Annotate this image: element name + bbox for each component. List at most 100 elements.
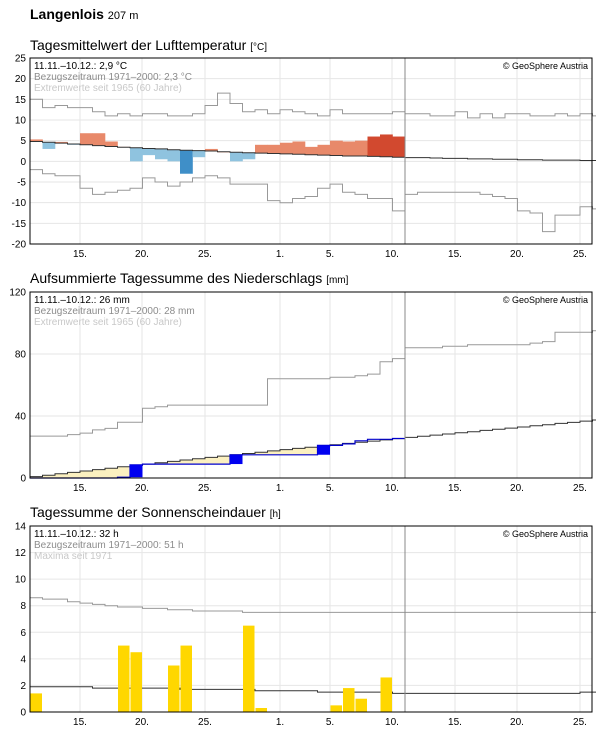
chart-panel-1 bbox=[29, 57, 596, 245]
precipitation-deficit-area bbox=[267, 450, 281, 455]
sunshine-max-line bbox=[30, 597, 596, 613]
sunshine-chart-title: Tagessumme der Sonnenscheindauer [h] bbox=[30, 504, 281, 520]
x-tick-label: 20. bbox=[510, 483, 524, 494]
temperature-min-line bbox=[30, 169, 596, 233]
x-tick-label: 20. bbox=[510, 717, 524, 728]
x-tick-label: 25. bbox=[573, 483, 587, 494]
temperature-chart-title: Tagesmittelwert der Lufttemperatur [°C] bbox=[30, 37, 267, 53]
x-tick-label: 15. bbox=[448, 249, 462, 260]
temperature-anomaly-bar bbox=[380, 134, 393, 157]
temperature-anomaly-bar bbox=[292, 141, 306, 155]
y-tick-label: 5 bbox=[20, 136, 26, 147]
x-tick-label: 25. bbox=[573, 717, 587, 728]
temperature-anomaly-bar bbox=[105, 141, 118, 147]
precipitation-deficit-area bbox=[180, 460, 193, 465]
y-tick-label: 20 bbox=[15, 74, 27, 85]
plot-frame bbox=[29, 57, 593, 245]
chart-info-line: 11.11.–10.12.: 2,9 °C bbox=[34, 61, 127, 72]
precipitation-deficit-area bbox=[55, 473, 68, 478]
precipitation-title-unit: [mm] bbox=[326, 275, 349, 286]
x-tick-label: 5. bbox=[326, 483, 334, 494]
temperature-anomaly-bar bbox=[142, 148, 156, 156]
y-tick-label: 80 bbox=[15, 350, 27, 361]
x-tick-label: 25. bbox=[198, 717, 212, 728]
temperature-anomaly-bar bbox=[55, 141, 68, 144]
sunshine-bar bbox=[380, 677, 392, 712]
plot-frame bbox=[29, 291, 593, 479]
sunshine-title-text: Tagessumme der Sonnenscheindauer bbox=[30, 504, 266, 520]
x-tick-label: 10. bbox=[385, 249, 399, 260]
sunshine-bar bbox=[255, 708, 267, 712]
sunshine-bar bbox=[130, 652, 142, 712]
precipitation-deficit-area bbox=[292, 448, 306, 455]
chart-info-line: Maxima seit 1971 bbox=[34, 551, 113, 562]
y-tick-label: -5 bbox=[17, 178, 26, 189]
precipitation-deficit-area bbox=[217, 456, 231, 465]
y-tick-label: 14 bbox=[15, 522, 27, 533]
x-tick-label: 1. bbox=[276, 483, 284, 494]
sunshine-title-unit: [h] bbox=[269, 509, 281, 520]
y-tick-label: -20 bbox=[12, 240, 27, 251]
x-tick-label: 20. bbox=[135, 249, 149, 260]
temperature-anomaly-bar bbox=[230, 152, 243, 162]
precipitation-chart-title: Aufsummierte Tagessumme des Niederschlag… bbox=[30, 270, 348, 286]
y-tick-label: -15 bbox=[12, 219, 27, 230]
temperature-anomaly-bar bbox=[367, 136, 381, 157]
sunshine-bar bbox=[343, 688, 355, 712]
y-tick-label: 0 bbox=[20, 474, 26, 485]
temperature-anomaly-bar bbox=[30, 139, 43, 142]
temperature-max-line bbox=[30, 92, 596, 119]
temperature-anomaly-bar bbox=[392, 136, 406, 158]
precipitation-deficit-area bbox=[192, 458, 206, 465]
precipitation-deficit-area bbox=[117, 466, 131, 478]
sunshine-bar bbox=[168, 665, 180, 712]
precipitation-deficit-area bbox=[42, 475, 56, 478]
station-name: Langenlois bbox=[30, 6, 104, 22]
x-tick-label: 20. bbox=[510, 249, 524, 260]
y-tick-label: 8 bbox=[20, 601, 26, 612]
chart-info-line: Extremwerte seit 1965 (60 Jahre) bbox=[34, 83, 182, 94]
temperature-normal-line bbox=[30, 141, 596, 161]
temperature-anomaly-bar bbox=[130, 147, 143, 162]
x-tick-label: 15. bbox=[73, 717, 87, 728]
y-tick-label: 0 bbox=[20, 708, 26, 719]
x-tick-label: 15. bbox=[448, 717, 462, 728]
chart-info-line: Extremwerte seit 1965 (60 Jahre) bbox=[34, 317, 182, 328]
precipitation-deficit-area bbox=[67, 472, 81, 478]
temperature-title-unit: [°C] bbox=[250, 42, 267, 53]
x-tick-label: 25. bbox=[198, 249, 212, 260]
temperature-anomaly-bar bbox=[305, 146, 318, 155]
precipitation-deficit-area bbox=[30, 476, 43, 478]
daily-rain-bar bbox=[130, 464, 143, 478]
daily-rain-bar bbox=[317, 445, 330, 455]
y-tick-label: 40 bbox=[15, 412, 27, 423]
temperature-anomaly-bar bbox=[267, 144, 281, 154]
temperature-anomaly-bar bbox=[192, 150, 206, 158]
temperature-title-text: Tagesmittelwert der Lufttemperatur bbox=[30, 37, 247, 53]
y-tick-label: 2 bbox=[20, 681, 26, 692]
temperature-anomaly-bar bbox=[317, 144, 331, 156]
sunshine-bar bbox=[180, 645, 192, 712]
precipitation-deficit-area bbox=[255, 452, 268, 455]
station-elevation: 207 m bbox=[107, 10, 139, 22]
temperature-anomaly-bar bbox=[167, 149, 181, 162]
chart-panel-2 bbox=[29, 291, 596, 479]
precipitation-deficit-area bbox=[242, 453, 256, 455]
chart-info-line: Bezugszeitraum 1971–2000: 28 mm bbox=[34, 306, 195, 317]
y-tick-label: 10 bbox=[15, 116, 27, 127]
y-tick-label: 25 bbox=[15, 54, 27, 65]
sunshine-bar bbox=[118, 645, 130, 712]
sunshine-bar bbox=[330, 705, 342, 712]
y-tick-label: 6 bbox=[20, 628, 26, 639]
precipitation-deficit-area bbox=[155, 462, 168, 465]
x-tick-label: 25. bbox=[198, 483, 212, 494]
precipitation-deficit-area bbox=[205, 457, 218, 465]
x-tick-label: 15. bbox=[448, 483, 462, 494]
precipitation-deficit-area bbox=[167, 461, 181, 465]
copyright-label: © GeoSphere Austria bbox=[503, 61, 588, 71]
temperature-anomaly-bar bbox=[80, 133, 93, 145]
sunshine-normal-line bbox=[30, 686, 596, 694]
x-tick-label: 20. bbox=[135, 483, 149, 494]
chart-panel-3 bbox=[29, 525, 596, 713]
chart-info-line: 11.11.–10.12.: 26 mm bbox=[34, 295, 130, 306]
